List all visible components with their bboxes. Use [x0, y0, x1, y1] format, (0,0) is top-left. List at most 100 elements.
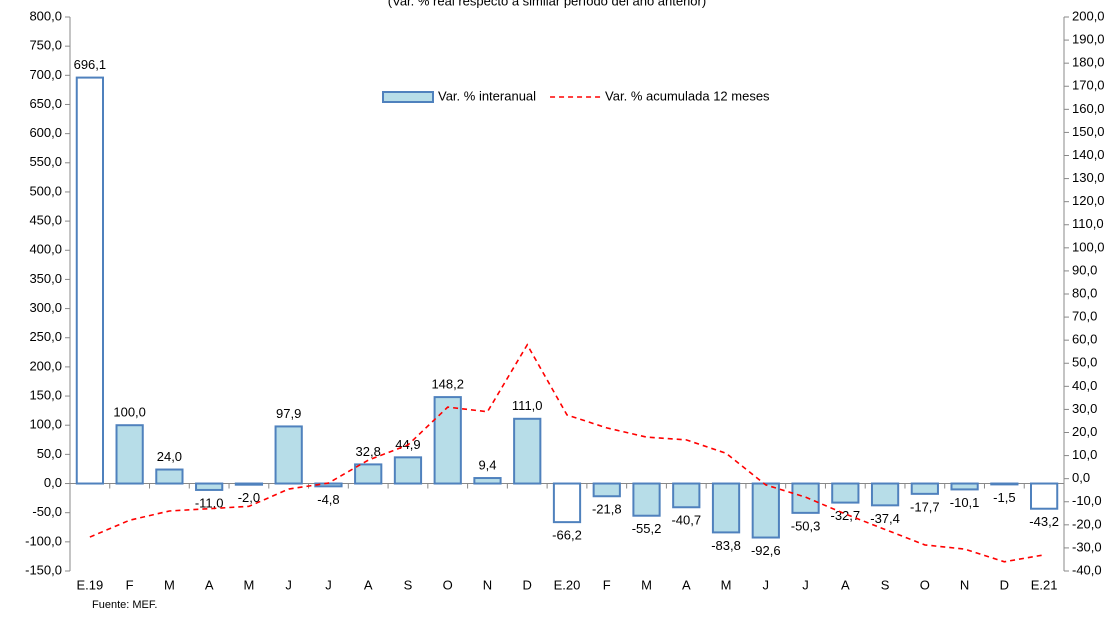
data-label: 148,2: [431, 377, 464, 392]
bar: [354, 463, 383, 485]
bar: [234, 482, 264, 486]
data-label: -21,8: [592, 502, 622, 517]
x-tick-label: J: [325, 577, 332, 592]
bar: [552, 482, 582, 524]
y2-tick-label: 100,0: [1072, 239, 1105, 254]
bar: [791, 482, 820, 514]
x-tick-label: O: [443, 577, 453, 592]
x-tick-label: M: [164, 577, 175, 592]
x-tick-label: S: [881, 577, 890, 592]
x-tick-label: M: [243, 577, 254, 592]
bar: [513, 417, 542, 485]
y-tick-label: 750,0: [29, 38, 62, 53]
data-label: 24,0: [157, 449, 182, 464]
bar: [274, 425, 303, 485]
data-label: -40,7: [671, 513, 701, 528]
y-tick-label: 450,0: [29, 213, 62, 228]
y-tick-label: 400,0: [29, 242, 62, 257]
x-tick-label: A: [841, 577, 850, 592]
bar: [195, 482, 224, 491]
bar: [592, 482, 621, 498]
bar: [473, 477, 502, 485]
y2-tick-label: 30,0: [1072, 401, 1097, 416]
bar: [672, 482, 701, 509]
data-label: -10,1: [950, 495, 980, 510]
data-label: -83,8: [711, 538, 741, 553]
data-label: 32,8: [356, 444, 381, 459]
y-tick-label: 350,0: [29, 271, 62, 286]
y2-tick-label: 140,0: [1072, 147, 1105, 162]
y2-tick-label: 10,0: [1072, 447, 1097, 462]
data-label: 9,4: [478, 457, 496, 472]
data-label: 111,0: [512, 398, 543, 413]
y2-tick-label: 120,0: [1072, 193, 1105, 208]
legend-swatch: [382, 91, 434, 103]
x-tick-label: A: [682, 577, 691, 592]
data-label: 97,9: [276, 406, 301, 421]
y2-tick-label: 80,0: [1072, 285, 1097, 300]
bar: [75, 76, 105, 485]
x-tick-label: A: [364, 577, 373, 592]
y2-tick-label: 180,0: [1072, 55, 1105, 70]
x-tick-label: M: [641, 577, 652, 592]
bar: [155, 468, 184, 485]
legend-label: Var. % acumulada 12 meses: [605, 88, 770, 103]
line: [89, 343, 1045, 563]
data-label: -37,4: [870, 511, 900, 526]
bar: [433, 396, 462, 485]
data-label: -92,6: [751, 543, 781, 558]
bar: [1029, 482, 1059, 510]
data-label: -66,2: [552, 528, 582, 543]
y-tick-label: -100,0: [25, 533, 62, 548]
y-tick-label: 300,0: [29, 300, 62, 315]
y2-tick-label: 90,0: [1072, 262, 1097, 277]
y2-tick-label: 20,0: [1072, 424, 1097, 439]
x-tick-label: N: [960, 577, 969, 592]
x-tick-label: E.20: [554, 577, 581, 592]
data-label: -55,2: [632, 521, 662, 536]
y2-tick-label: 150,0: [1072, 124, 1105, 139]
bar: [831, 482, 860, 504]
x-tick-label: O: [920, 577, 930, 592]
y-tick-label: 0,0: [44, 475, 62, 490]
y2-tick-label: 0,0: [1072, 470, 1090, 485]
x-tick-label: D: [1000, 577, 1009, 592]
y-tick-label: -150,0: [25, 562, 62, 577]
chart-subtitle: (Var. % real respecto a similar período …: [388, 0, 706, 8]
source: Fuente: MEF.: [92, 599, 157, 611]
y2-tick-label: 70,0: [1072, 309, 1097, 324]
data-label: 696,1: [74, 57, 107, 72]
data-label: 100,0: [113, 405, 146, 420]
data-label: -11,0: [195, 495, 224, 510]
y-tick-label: 500,0: [29, 183, 62, 198]
y-tick-label: 700,0: [29, 67, 62, 82]
y-tick-label: 200,0: [29, 358, 62, 373]
bar: [910, 482, 939, 495]
x-tick-label: N: [483, 577, 492, 592]
y-tick-label: 800,0: [29, 8, 62, 23]
y2-tick-label: 160,0: [1072, 101, 1105, 116]
y2-tick-label: 40,0: [1072, 378, 1097, 393]
y2-tick-label: 190,0: [1072, 32, 1105, 47]
x-tick-label: J: [763, 577, 770, 592]
legend-label: Var. % interanual: [438, 88, 536, 103]
y-tick-label: 150,0: [29, 387, 62, 402]
y2-tick-label: -40,0: [1072, 562, 1102, 577]
bar: [990, 482, 1019, 486]
y-tick-label: 250,0: [29, 329, 62, 344]
x-tick-label: D: [523, 577, 532, 592]
data-label: -43,2: [1029, 514, 1059, 529]
y2-tick-label: -10,0: [1072, 493, 1102, 508]
y2-tick-label: 50,0: [1072, 355, 1097, 370]
data-label: -50,3: [791, 518, 821, 533]
y2-tick-label: 200,0: [1072, 8, 1105, 23]
y2-tick-label: 130,0: [1072, 170, 1105, 185]
y-tick-label: 600,0: [29, 125, 62, 140]
x-tick-label: F: [603, 577, 611, 592]
data-label: -4,8: [317, 492, 339, 507]
data-label: -2,0: [238, 490, 260, 505]
bar: [115, 424, 144, 485]
x-tick-label: E.19: [77, 577, 104, 592]
